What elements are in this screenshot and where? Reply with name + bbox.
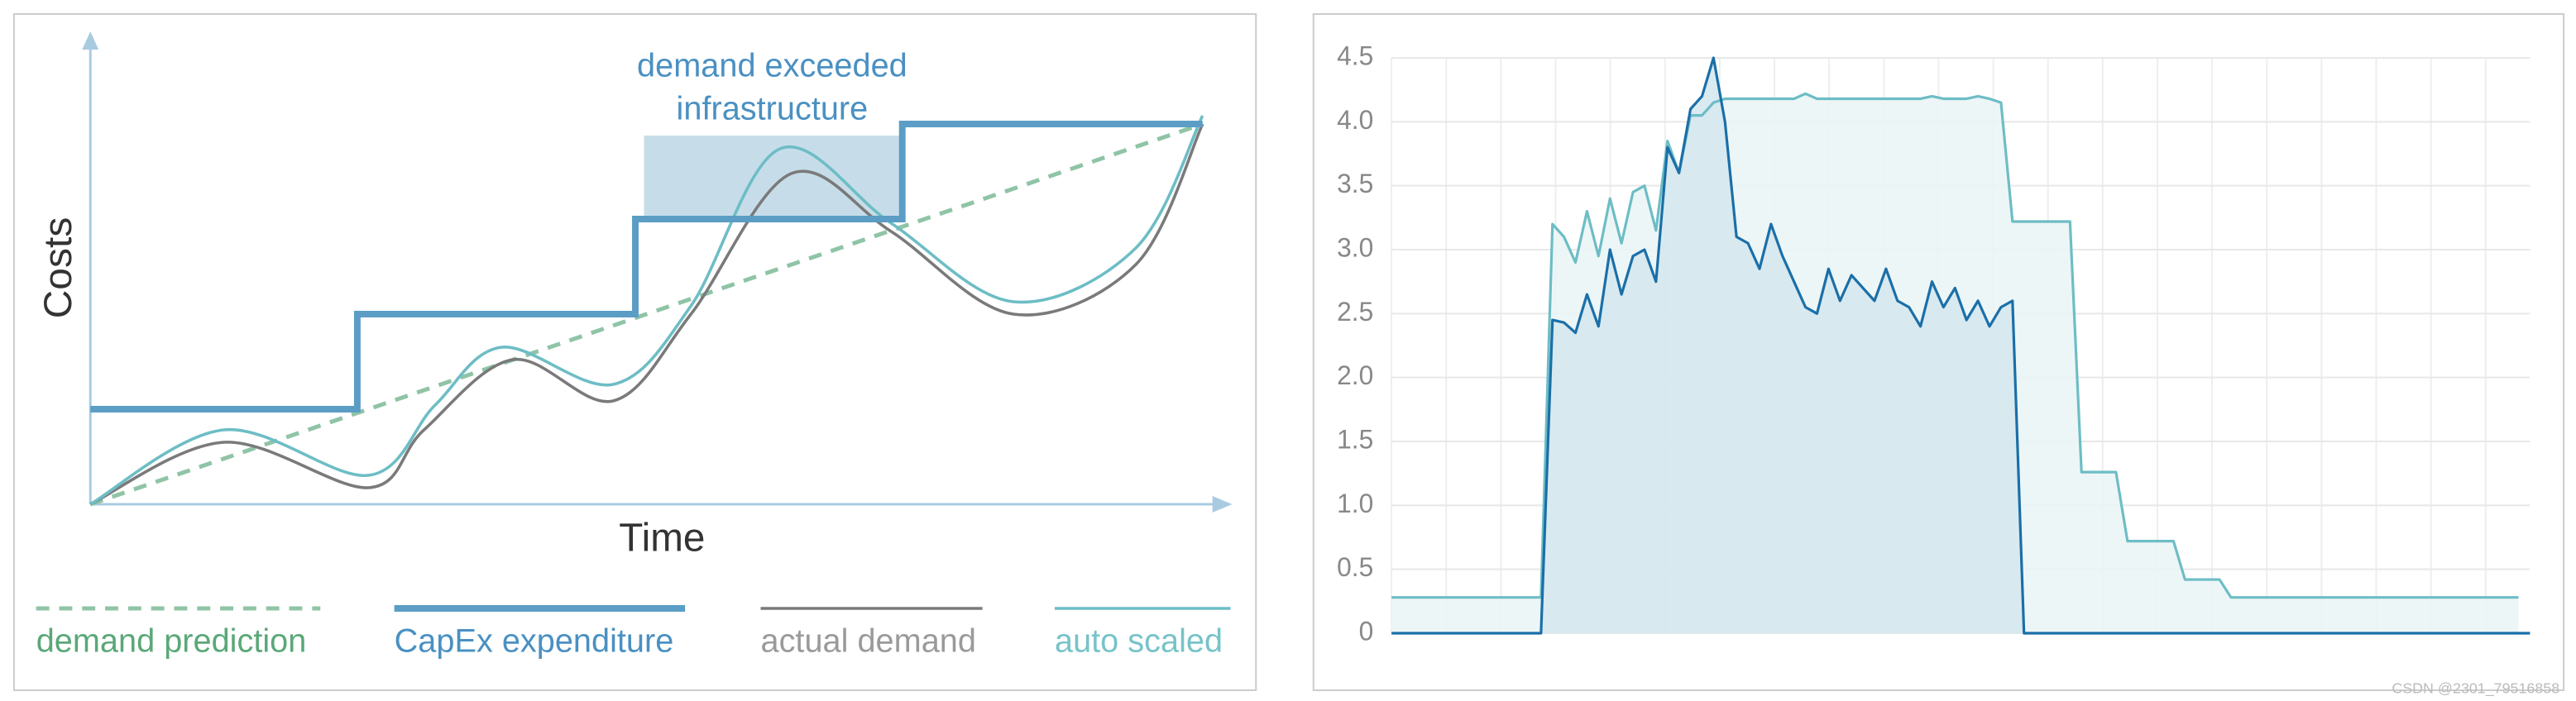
y-tick-label: 3.5 [1337, 169, 1373, 198]
y-axis-arrow [82, 31, 99, 50]
left-panel [12, 13, 1257, 691]
y-tick-label: 2.5 [1337, 297, 1373, 327]
legend-label: CapEx expenditure [395, 622, 674, 659]
y-tick-label: 0 [1359, 616, 1374, 646]
x-axis-arrow [1212, 496, 1233, 513]
legend-label: auto scaled [1055, 622, 1223, 659]
series-line [1391, 56, 2531, 635]
y-tick-label: 4.5 [1337, 41, 1373, 70]
left-chart: Costs Time demand exceeded infrastructure de… [36, 31, 1233, 660]
annotation: infrastructure [677, 90, 869, 126]
legend-label: actual demand [761, 622, 976, 659]
right-chart: 0 0.5 1.0 1.5 2.0 2.5 3.0 3.5 4.0 4.5 [1337, 41, 2531, 646]
y-tick-label: 4.0 [1337, 105, 1373, 135]
highlight-region [644, 136, 903, 220]
legend-label: demand prediction [36, 622, 307, 659]
series-line [89, 115, 1204, 506]
y-tick-label: 2.0 [1337, 360, 1373, 390]
y-axis-label: Costs [36, 217, 80, 319]
y-tick-label: 1.5 [1337, 424, 1373, 454]
watermark: CSDN @2301_79516858 [2392, 680, 2559, 698]
y-tick-label: 0.5 [1337, 552, 1373, 582]
series-line [90, 121, 1203, 412]
series-area [1391, 58, 2531, 633]
x-axis-label: Time [619, 517, 705, 560]
series-line [1391, 92, 2519, 599]
y-tick-label: 1.0 [1337, 489, 1373, 518]
y-tick-label: 3.0 [1337, 232, 1373, 262]
series-line [89, 123, 1204, 506]
annotation: demand exceeded [637, 47, 907, 83]
